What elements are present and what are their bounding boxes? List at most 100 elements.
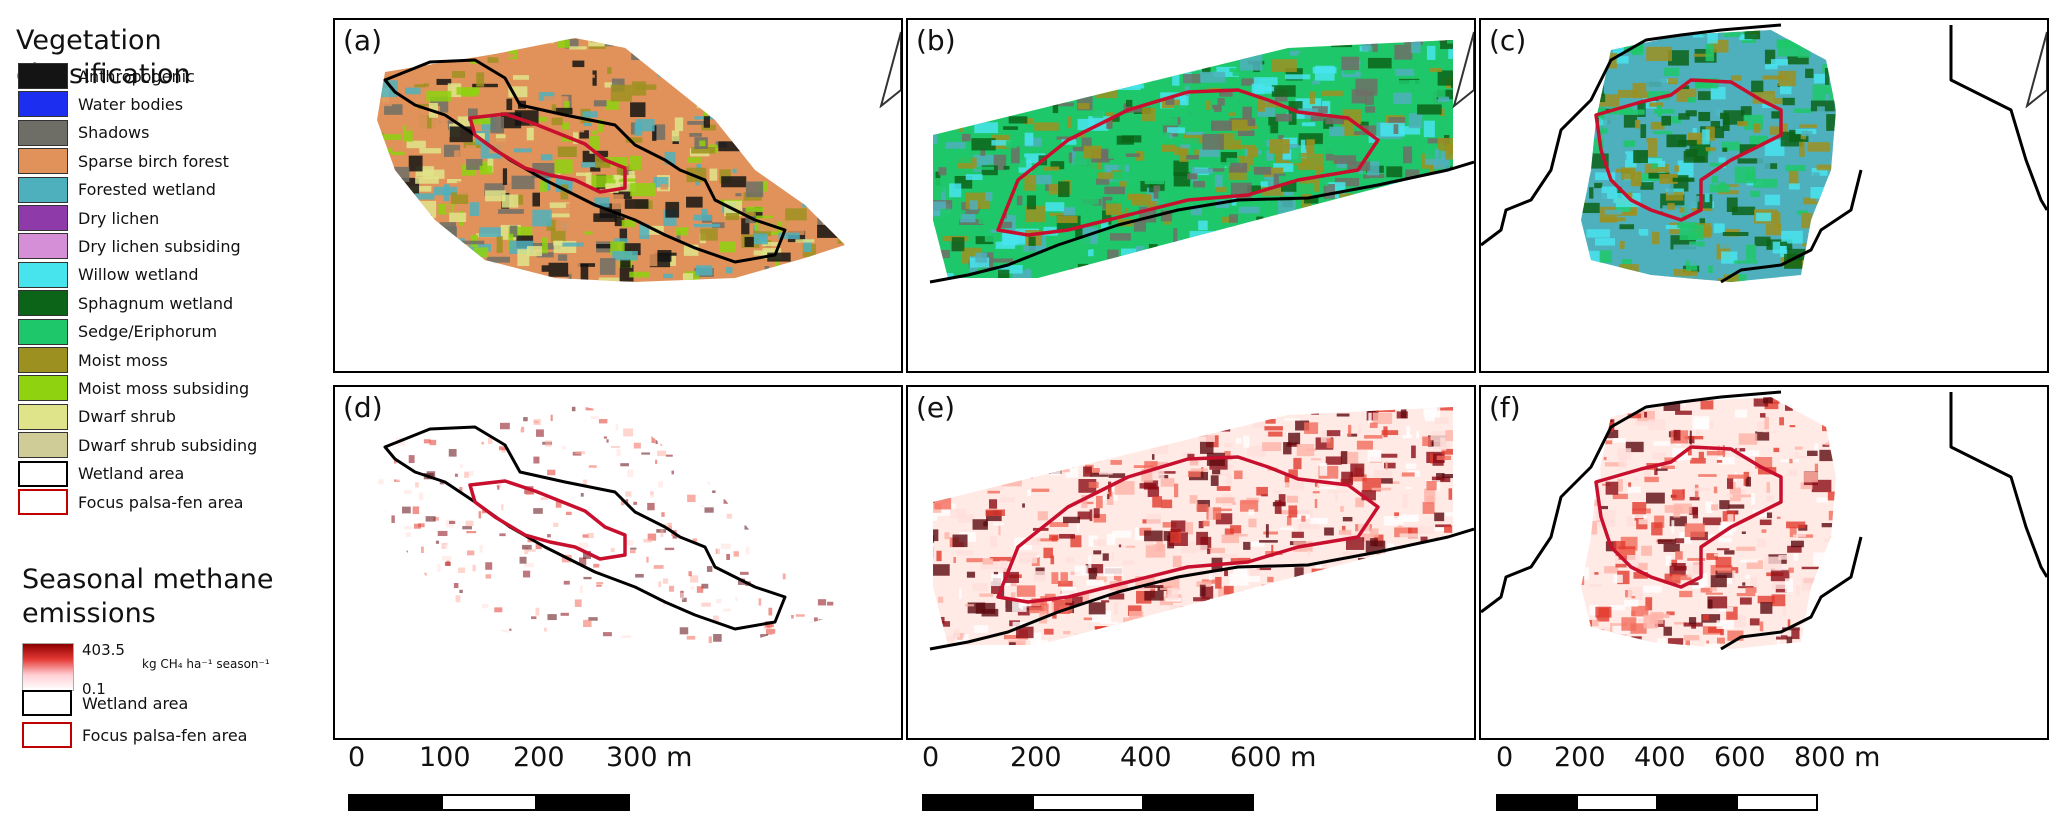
legend-item: Forested wetland bbox=[18, 176, 216, 203]
legend-swatch bbox=[18, 432, 68, 459]
legend-label: Willow wetland bbox=[78, 265, 199, 285]
scalebar-segment bbox=[1142, 794, 1254, 811]
legend-swatch bbox=[18, 148, 68, 175]
methane-legend-title: Seasonal methane emissions bbox=[22, 563, 274, 631]
legend-swatch bbox=[18, 63, 68, 89]
panel-label: (e) bbox=[916, 391, 956, 424]
legend-item: Anthropogenic bbox=[18, 63, 195, 89]
scalebar-tick-label: 100 bbox=[419, 742, 471, 773]
legend-label: Anthropogenic bbox=[78, 66, 195, 86]
legend-item: Moist moss bbox=[18, 347, 168, 373]
panel-label: (f) bbox=[1489, 391, 1521, 424]
map-panel-c: (c) bbox=[1479, 18, 2049, 373]
legend-label: Focus palsa-fen area bbox=[82, 725, 248, 745]
scalebar-segment bbox=[1032, 794, 1144, 811]
focus-palsa-fen-outline bbox=[1594, 78, 1783, 222]
scalebar: 0 100 200 300 m bbox=[348, 742, 748, 822]
legend-label: Dry lichen subsiding bbox=[78, 236, 241, 256]
map-canvas bbox=[1481, 390, 2047, 651]
legend-label: Focus palsa-fen area bbox=[78, 492, 244, 512]
scalebar-segment bbox=[1736, 794, 1818, 811]
scalebar-tick-label: 400 bbox=[1120, 742, 1172, 773]
scalebar-segment bbox=[1656, 794, 1738, 811]
legend-swatch bbox=[18, 261, 68, 288]
panel-label: (a) bbox=[343, 24, 383, 57]
legend-label: Dwarf shrub bbox=[78, 407, 176, 427]
scalebar-tick-label: 800 m bbox=[1794, 742, 1881, 773]
map-canvas bbox=[377, 38, 845, 282]
wetland-area-outline bbox=[929, 160, 1474, 284]
map-panel-a: (a) bbox=[333, 18, 903, 373]
legend-label: Wetland area bbox=[78, 464, 185, 484]
legend-item: Focus palsa-fen area bbox=[18, 489, 243, 515]
methane-legend-item: Wetland area bbox=[22, 690, 188, 716]
legend-swatch bbox=[18, 233, 68, 260]
map-canvas bbox=[929, 40, 1474, 284]
scalebar-tick-label: 300 m bbox=[606, 742, 693, 773]
map-canvas bbox=[929, 407, 1474, 651]
panel-label: (d) bbox=[343, 391, 383, 424]
methane-title-line2: emissions bbox=[22, 598, 156, 629]
legend-label: Dry lichen bbox=[78, 208, 160, 228]
legend-swatch bbox=[18, 318, 68, 345]
legend-item: Dwarf shrub subsiding bbox=[18, 432, 258, 459]
legend-swatch bbox=[18, 403, 68, 430]
legend-swatch bbox=[18, 347, 68, 373]
scalebar-tick-label: 200 bbox=[1554, 742, 1606, 773]
legend-item: Willow wetland bbox=[18, 261, 199, 288]
scalebar-segment bbox=[441, 794, 537, 811]
legend-label: Dwarf shrub subsiding bbox=[78, 435, 258, 455]
legend-swatch bbox=[18, 375, 68, 402]
scalebar: 0 200 400 600 800 m bbox=[1496, 742, 1936, 822]
legend-item: Dwarf shrub bbox=[18, 403, 176, 430]
legend-swatch bbox=[18, 489, 68, 515]
legend-label: Moist moss bbox=[78, 350, 168, 370]
scalebar-tick-label: 600 m bbox=[1230, 742, 1317, 773]
methane-legend-item: Focus palsa-fen area bbox=[22, 722, 247, 748]
legend-label: Sparse birch forest bbox=[78, 151, 229, 171]
legend-item: Shadows bbox=[18, 119, 149, 146]
scalebar-tick-label: 200 bbox=[1010, 742, 1062, 773]
methane-title-line1: Seasonal methane bbox=[22, 564, 274, 595]
scalebar-tick-label: 200 bbox=[513, 742, 565, 773]
panel-label: (b) bbox=[916, 24, 956, 57]
panel-label: (c) bbox=[1489, 24, 1527, 57]
legend-label: Sphagnum wetland bbox=[78, 293, 234, 313]
legend-swatch bbox=[18, 460, 68, 487]
wetland-area-outline bbox=[929, 527, 1474, 651]
ramp-unit-label: kg CH₄ ha⁻¹ season⁻¹ bbox=[142, 657, 270, 671]
legend-swatch bbox=[18, 91, 68, 118]
wetland-area-outline bbox=[1481, 390, 2047, 651]
legend-label: Wetland area bbox=[82, 693, 189, 713]
focus-palsa-fen-outline bbox=[1594, 445, 1783, 589]
map-panel-b: (b) bbox=[906, 18, 1476, 373]
legend-swatch bbox=[18, 176, 68, 203]
scalebar-segment bbox=[348, 794, 444, 811]
legend-label: Moist moss subsiding bbox=[78, 378, 250, 398]
legend-item: Dry lichen bbox=[18, 205, 159, 231]
scalebar-tick-label: 0 bbox=[922, 742, 940, 773]
legend-item: Wetland area bbox=[18, 460, 185, 487]
legend-swatch bbox=[18, 205, 68, 231]
legend-swatch bbox=[18, 290, 68, 317]
focus-palsa-fen-outline bbox=[468, 479, 627, 561]
legend-item: Water bodies bbox=[18, 91, 183, 118]
legend-item: Sphagnum wetland bbox=[18, 290, 234, 317]
legend-label: Forested wetland bbox=[78, 180, 216, 200]
map-panel-f: (f) bbox=[1479, 385, 2049, 740]
scalebar-segment bbox=[1496, 794, 1578, 811]
legend-label: Sedge/Eriphorum bbox=[78, 322, 218, 342]
scalebar-tick-label: 400 bbox=[1634, 742, 1686, 773]
scalebar-segment bbox=[922, 794, 1034, 811]
legend-item: Moist moss subsiding bbox=[18, 375, 250, 402]
legend-swatch bbox=[22, 722, 72, 748]
map-canvas bbox=[377, 405, 845, 649]
scalebar-tick-label: 0 bbox=[1496, 742, 1514, 773]
ramp-min-label: 0.1 bbox=[82, 680, 106, 698]
focus-palsa-fen-outline bbox=[468, 112, 627, 194]
legend-item: Dry lichen subsiding bbox=[18, 233, 241, 260]
legend-swatch bbox=[22, 690, 72, 716]
map-panel-d: (d) bbox=[333, 385, 903, 740]
scalebar-segment bbox=[534, 794, 630, 811]
scalebar: 0 200 400 600 m bbox=[922, 742, 1372, 822]
